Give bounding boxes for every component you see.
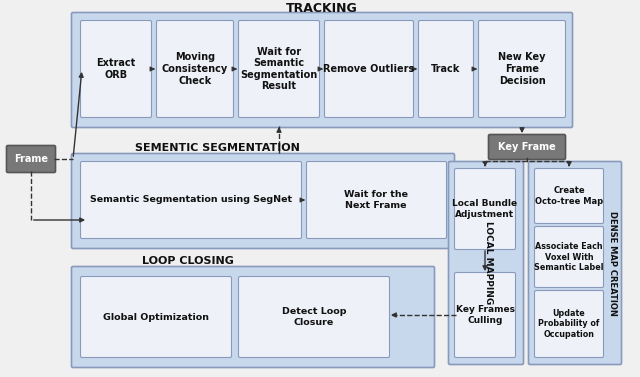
Text: LOCAL MAPPING: LOCAL MAPPING [483,221,493,305]
Text: TRACKING: TRACKING [286,2,358,14]
Text: Update
Probability of
Occupation: Update Probability of Occupation [538,309,600,339]
Text: SEMENTIC SEGMENTATION: SEMENTIC SEGMENTATION [135,143,300,153]
FancyBboxPatch shape [307,161,447,239]
Text: Local Bundle
Adjustment: Local Bundle Adjustment [452,199,518,219]
Text: Semantic Segmentation using SegNet: Semantic Segmentation using SegNet [90,196,292,204]
FancyBboxPatch shape [239,276,390,357]
FancyBboxPatch shape [72,12,573,127]
FancyBboxPatch shape [157,20,234,118]
Text: Track: Track [431,64,461,74]
FancyBboxPatch shape [454,273,515,357]
Text: Key Frames
Culling: Key Frames Culling [456,305,515,325]
FancyBboxPatch shape [81,161,301,239]
FancyBboxPatch shape [81,20,152,118]
Text: Moving
Consistency
Check: Moving Consistency Check [162,52,228,86]
Text: Associate Each
Voxel With
Semantic Label: Associate Each Voxel With Semantic Label [534,242,604,272]
Text: DENSE MAP CREATION: DENSE MAP CREATION [609,211,618,316]
Text: Global Optimization: Global Optimization [103,313,209,322]
Text: LOOP CLOSING: LOOP CLOSING [142,256,234,266]
Text: Wait for
Semantic
Segmentation
Result: Wait for Semantic Segmentation Result [241,47,317,91]
FancyBboxPatch shape [72,267,435,368]
Text: Frame: Frame [14,154,48,164]
Text: Create
Octo-tree Map: Create Octo-tree Map [535,186,603,206]
Text: Wait for the
Next Frame: Wait for the Next Frame [344,190,408,210]
FancyBboxPatch shape [479,20,566,118]
FancyBboxPatch shape [454,169,515,250]
FancyBboxPatch shape [72,153,454,248]
Text: Detect Loop
Closure: Detect Loop Closure [282,307,346,327]
FancyBboxPatch shape [419,20,474,118]
FancyBboxPatch shape [529,161,621,365]
FancyBboxPatch shape [534,169,604,224]
FancyBboxPatch shape [6,146,56,173]
FancyBboxPatch shape [81,276,232,357]
FancyBboxPatch shape [534,227,604,288]
Text: New Key
Frame
Decision: New Key Frame Decision [499,52,546,86]
Text: Extract
ORB: Extract ORB [97,58,136,80]
FancyBboxPatch shape [449,161,524,365]
Text: Key Frame: Key Frame [498,142,556,152]
Text: Remove Outliers: Remove Outliers [323,64,415,74]
FancyBboxPatch shape [239,20,319,118]
FancyBboxPatch shape [488,135,566,159]
FancyBboxPatch shape [534,291,604,357]
FancyBboxPatch shape [324,20,413,118]
